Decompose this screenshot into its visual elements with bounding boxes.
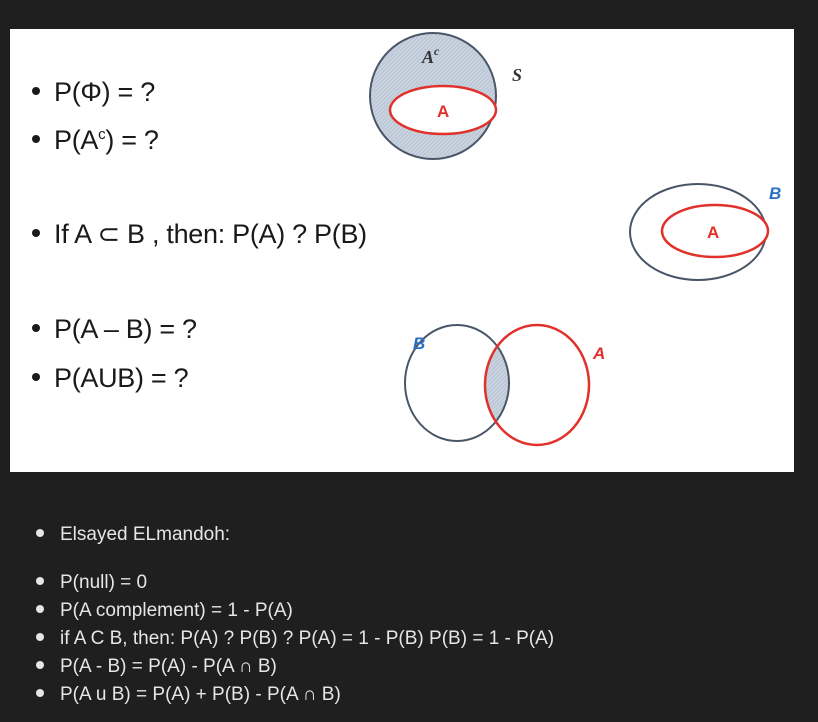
slide-item-text-pre: P(A xyxy=(54,125,99,155)
two-set-venn-diagram: B A xyxy=(404,323,605,447)
set-a-ellipse xyxy=(660,203,770,259)
bullet-dot xyxy=(32,134,40,143)
note-line-text: P(A u B) = P(A) + P(B) - P(A ∩ B) xyxy=(60,684,341,705)
note-line: P(A u B) = P(A) + P(B) - P(A ∩ B) xyxy=(36,684,341,706)
note-line: P(A - B) = P(A) - P(A ∩ B) xyxy=(36,656,277,678)
bullet-dot xyxy=(36,688,44,697)
slide-item-union: P(AUB) = ? xyxy=(32,363,189,394)
slide-item-text-post: ) = ? xyxy=(105,125,159,155)
slide-item-text: P(AUB) = ? xyxy=(54,363,189,393)
slide-item-difference: P(A – B) = ? xyxy=(32,314,197,345)
note-line: P(null) = 0 xyxy=(36,572,147,594)
bullet-dot xyxy=(36,604,44,613)
set-b-label: B xyxy=(413,334,425,353)
note-author: Elsayed ELmandoh: xyxy=(36,524,230,546)
set-a-ellipse xyxy=(388,84,498,136)
slide-item-superscript: c xyxy=(98,126,106,143)
set-a-label: A xyxy=(437,102,449,121)
set-s-label: S xyxy=(512,65,522,85)
slide-item-null: P(Φ) = ? xyxy=(32,77,155,108)
bullet-dot xyxy=(32,372,40,381)
set-a-label: A xyxy=(707,223,719,242)
note-line: if A C B, then: P(A) ? P(B) ? P(A) = 1 -… xyxy=(36,628,554,650)
bullet-dot xyxy=(36,660,44,669)
note-line: P(A complement) = 1 - P(A) xyxy=(36,600,293,622)
note-line-text: P(null) = 0 xyxy=(60,572,148,593)
slide-item-text: P(Φ) = ? xyxy=(54,77,155,107)
bullet-dot xyxy=(36,528,44,537)
note-line-text: if A C B, then: P(A) ? P(B) ? P(A) = 1 -… xyxy=(60,628,555,649)
bullet-dot xyxy=(36,576,44,585)
set-b-ellipse xyxy=(404,324,510,442)
slide-item-complement: P(Ac) = ? xyxy=(32,125,159,156)
set-b-label: B xyxy=(769,184,781,203)
bullet-dot xyxy=(32,228,40,237)
bullet-dot xyxy=(32,323,40,332)
note-line-text: P(A - B) = P(A) - P(A ∩ B) xyxy=(60,656,277,677)
set-a-ellipse xyxy=(483,323,591,447)
complement-label: Ac xyxy=(421,44,440,67)
complement-venn-diagram: Ac S A xyxy=(369,32,522,160)
subset-venn-diagram: B A xyxy=(629,183,781,281)
slide-image: P(Φ) = ? P(Ac) = ? If A ⊂ B , then: P(A)… xyxy=(10,29,794,472)
set-a-label: A xyxy=(592,344,605,363)
slide-item-text: If A ⊂ B , then: P(A) ? P(B) xyxy=(54,219,367,249)
bullet-dot xyxy=(32,86,40,95)
note-author-text: Elsayed ELmandoh: xyxy=(60,524,231,545)
slide-item-subset: If A ⊂ B , then: P(A) ? P(B) xyxy=(32,219,367,250)
bullet-dot xyxy=(36,632,44,641)
note-line-text: P(A complement) = 1 - P(A) xyxy=(60,600,293,621)
slide-item-text: P(A – B) = ? xyxy=(54,314,197,344)
